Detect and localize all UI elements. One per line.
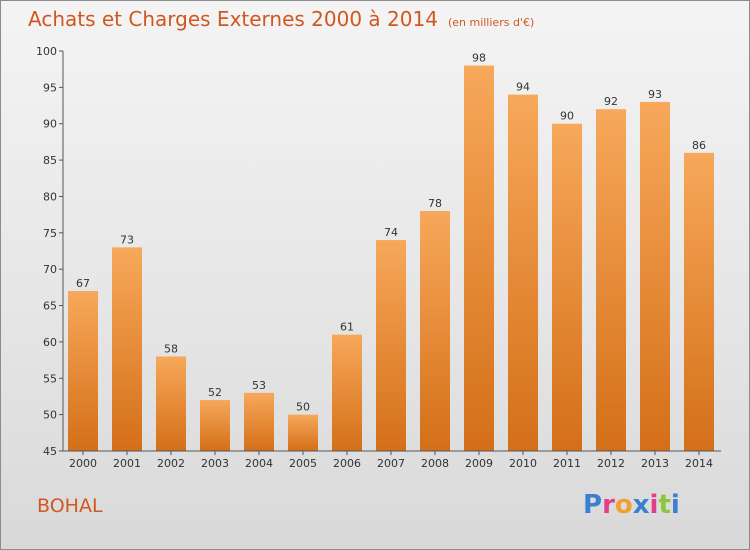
data-label: 90 (560, 110, 574, 123)
bar (200, 400, 230, 451)
data-label: 53 (252, 379, 266, 392)
x-tick-label: 2003 (201, 457, 229, 470)
y-tick-label: 45 (43, 445, 57, 458)
bar (508, 94, 538, 452)
bar (244, 392, 274, 451)
place-name: BOHAL (37, 495, 103, 517)
axes-group: 45 50 55 60 65 70 75 80 85 90 95 100 2000 2001 2002 200… (36, 45, 721, 470)
bar (332, 334, 362, 451)
y-tick-label: 55 (43, 372, 57, 385)
y-tick-label: 80 (43, 190, 57, 203)
x-tick-label: 2001 (113, 457, 141, 470)
y-tick-label: 60 (43, 336, 57, 349)
bar (464, 65, 494, 451)
bar (596, 109, 626, 451)
bar (684, 152, 714, 451)
data-label: 78 (428, 197, 442, 210)
chart-unit: (en milliers d'€) (447, 16, 535, 29)
data-label: 93 (648, 88, 662, 101)
bar (156, 356, 186, 451)
bar (640, 101, 670, 451)
data-label: 50 (296, 401, 310, 414)
bar (552, 123, 582, 452)
chart-title-text: Achats et Charges Externes 2000 à 2014 (28, 7, 438, 31)
data-label: 52 (208, 386, 222, 399)
x-tick-label: 2005 (289, 457, 317, 470)
x-tick-label: 2013 (641, 457, 669, 470)
y-tick-label: 100 (36, 45, 57, 58)
x-tick-label: 2014 (685, 457, 713, 470)
x-tick-label: 2004 (245, 457, 273, 470)
proxiti-logo[interactable]: Proxiti (583, 490, 680, 520)
data-label: 73 (120, 233, 134, 246)
x-tick-label: 2010 (509, 457, 537, 470)
data-label: 58 (164, 342, 178, 355)
logo-letter: o (614, 490, 633, 520)
data-label: 92 (604, 95, 618, 108)
bars-group: 67 73 58 52 53 50 61 74 78 98 94 90 92 93 86 (68, 52, 714, 452)
x-tick-label: 2000 (69, 457, 97, 470)
y-tick-label: 85 (43, 154, 57, 167)
x-tick-label: 2008 (421, 457, 449, 470)
x-tick-label: 2009 (465, 457, 493, 470)
logo-letter: r (602, 490, 615, 520)
x-tick-label: 2002 (157, 457, 185, 470)
bar (420, 211, 450, 451)
y-tick-label: 70 (43, 263, 57, 276)
data-label: 98 (472, 52, 486, 65)
bar (112, 247, 142, 451)
data-label: 67 (76, 277, 90, 290)
logo-letter: P (583, 490, 603, 520)
y-tick-label: 90 (43, 118, 57, 131)
data-label: 94 (516, 81, 530, 94)
y-tick-label: 50 (43, 409, 57, 422)
x-tick-label: 2012 (597, 457, 625, 470)
logo-letter: i (670, 490, 680, 520)
logo-letter: i (649, 490, 659, 520)
bar (68, 291, 98, 451)
x-tick-label: 2007 (377, 457, 405, 470)
logo-letter: t (658, 490, 671, 520)
logo-letter: x (632, 490, 650, 520)
bar (288, 414, 318, 451)
bar (376, 240, 406, 451)
y-tick-label: 95 (43, 81, 57, 94)
data-label: 86 (692, 139, 706, 152)
chart-title: Achats et Charges Externes 2000 à 2014 (e… (28, 7, 534, 31)
data-label: 61 (340, 321, 354, 334)
data-label: 74 (384, 226, 398, 239)
x-tick-label: 2011 (553, 457, 581, 470)
y-tick-label: 75 (43, 227, 57, 240)
x-tick-label: 2006 (333, 457, 361, 470)
y-tick-label: 65 (43, 300, 57, 313)
